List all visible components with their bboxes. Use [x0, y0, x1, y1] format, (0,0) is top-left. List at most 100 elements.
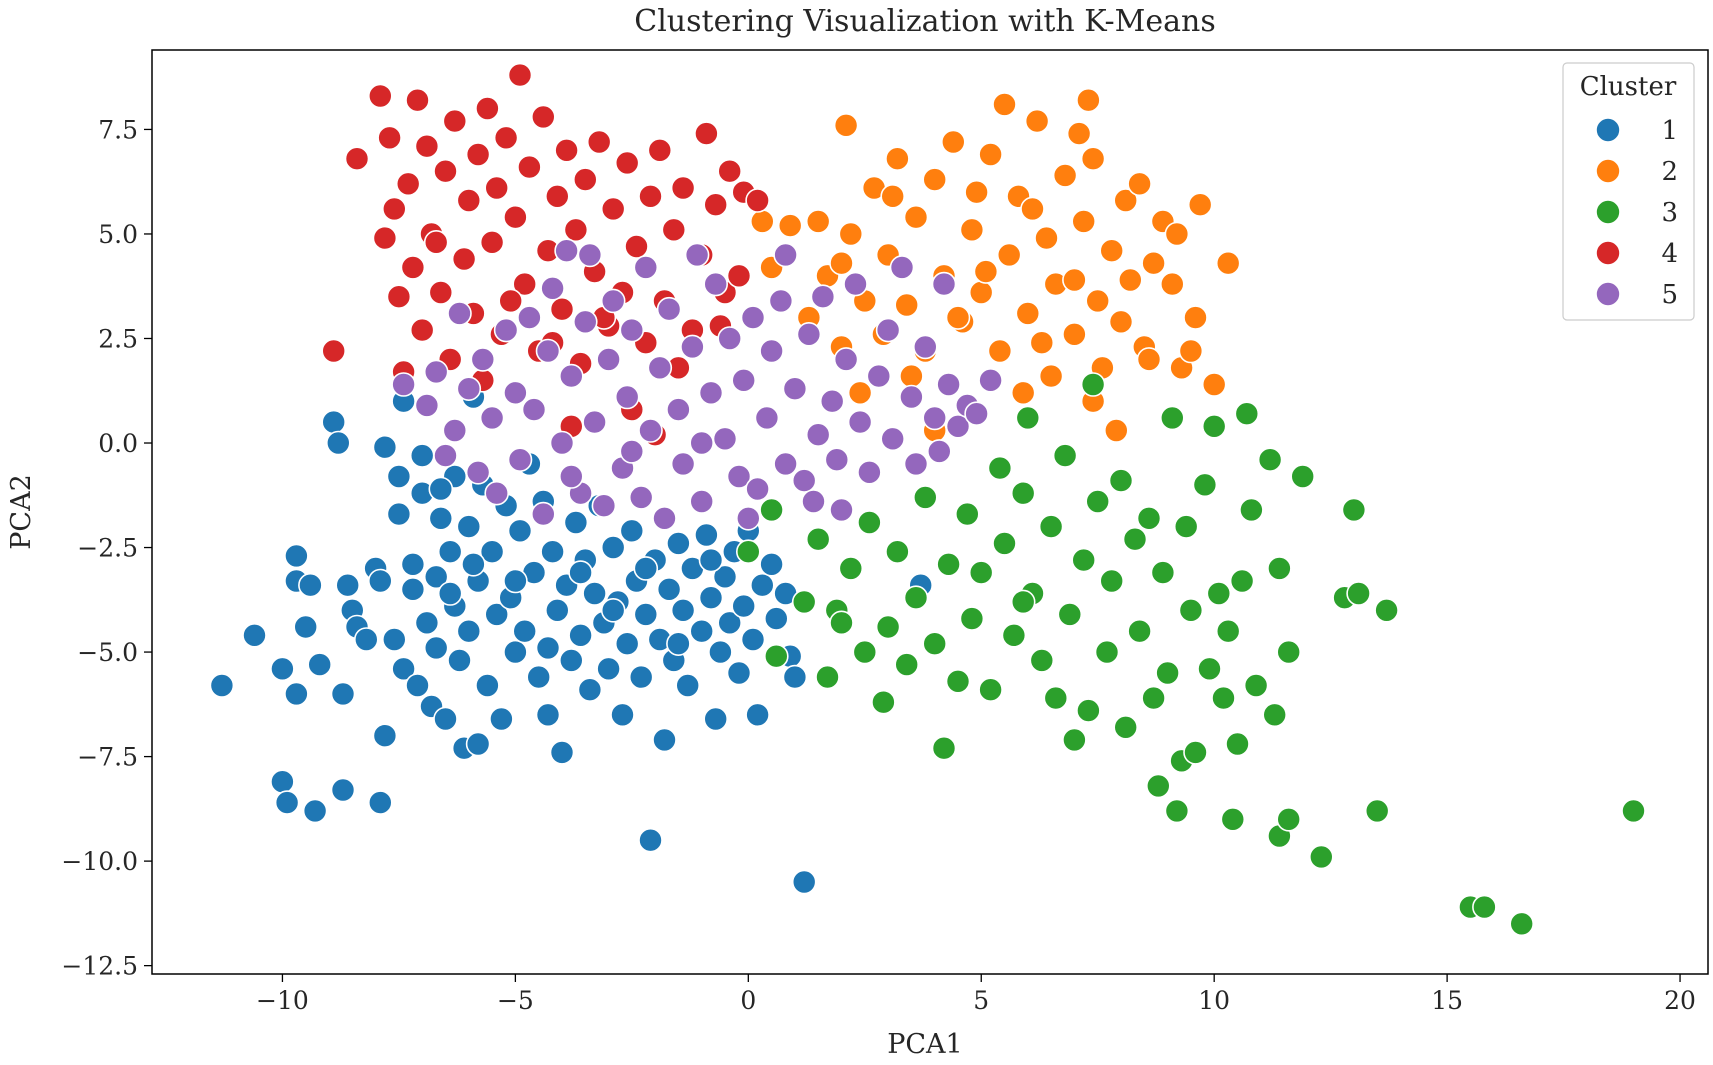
point-cluster-1-119: [461, 551, 486, 577]
y-tick-label: −12.5: [61, 952, 138, 981]
point-cluster-5-14: [517, 305, 542, 330]
point-cluster-3-57: [1192, 472, 1218, 498]
point-cluster-2-49: [1141, 250, 1166, 276]
point-cluster-3-19: [945, 668, 971, 694]
point-cluster-2-24: [968, 280, 994, 305]
point-cluster-1-11: [307, 652, 333, 677]
point-cluster-5-38: [666, 397, 691, 422]
point-cluster-5-24: [577, 242, 603, 268]
legend-marker-1: [1595, 117, 1621, 143]
point-cluster-5-11: [493, 317, 519, 343]
point-cluster-2-9: [847, 380, 873, 406]
point-cluster-4-21: [465, 142, 491, 167]
point-cluster-2-16: [903, 204, 929, 230]
point-cluster-1-79: [600, 535, 626, 560]
point-cluster-2-32: [1034, 225, 1059, 251]
point-cluster-1-98: [694, 522, 719, 548]
point-cluster-5-62: [824, 447, 850, 473]
point-cluster-2-62: [880, 184, 906, 209]
point-cluster-1-81: [610, 702, 635, 728]
point-cluster-1-40: [433, 706, 458, 732]
point-cluster-1-111: [759, 551, 784, 577]
point-cluster-1-3: [270, 769, 295, 795]
point-cluster-4-50: [647, 138, 673, 163]
point-cluster-2-25: [978, 142, 1003, 167]
point-cluster-1-106: [731, 593, 757, 619]
point-cluster-3-80: [1364, 798, 1390, 824]
point-cluster-3-54: [1173, 514, 1199, 539]
point-cluster-1-110: [749, 572, 775, 598]
point-cluster-5-34: [638, 418, 663, 443]
point-cluster-1-66: [540, 539, 565, 565]
point-cluster-4-18: [451, 246, 477, 272]
point-cluster-3-63: [1220, 806, 1246, 832]
point-cluster-3-47: [1141, 685, 1166, 711]
point-cluster-2-51: [1160, 271, 1185, 297]
point-cluster-5-5: [447, 301, 472, 326]
point-cluster-5-27: [596, 347, 621, 372]
point-cluster-3-12: [885, 539, 910, 565]
point-cluster-3-55: [1178, 597, 1204, 623]
point-cluster-5-1: [414, 393, 440, 418]
point-cluster-1-12: [321, 409, 347, 435]
point-cluster-2-45: [1113, 188, 1138, 213]
series-2: [749, 87, 1241, 443]
point-cluster-2-47: [1127, 171, 1152, 197]
point-cluster-1-112: [763, 606, 789, 631]
point-cluster-5-8: [470, 347, 496, 372]
point-cluster-4-47: [624, 234, 649, 259]
point-cluster-4-62: [745, 188, 770, 213]
y-tick-label: −10.0: [61, 847, 138, 876]
point-cluster-5-59: [805, 422, 831, 448]
point-cluster-3-67: [1239, 497, 1264, 523]
point-cluster-5-84: [619, 439, 645, 464]
point-cluster-5-10: [484, 480, 510, 506]
point-cluster-4-5: [381, 196, 407, 222]
point-cluster-3-9: [857, 510, 882, 535]
point-cluster-1-115: [782, 664, 808, 690]
point-cluster-3-25: [992, 531, 1017, 556]
point-cluster-5-75: [926, 439, 952, 464]
point-cluster-2-33: [1038, 363, 1064, 389]
point-cluster-3-17: [931, 735, 957, 761]
point-cluster-2-14: [885, 146, 910, 171]
point-cluster-4-14: [428, 280, 454, 305]
point-cluster-5-73: [912, 334, 938, 360]
point-cluster-5-87: [801, 489, 826, 514]
point-cluster-3-15: [912, 485, 938, 510]
point-cluster-1-30: [400, 576, 426, 602]
y-tick-label: 2.5: [98, 324, 138, 353]
point-cluster-1-126: [698, 547, 724, 573]
point-cluster-3-4: [805, 526, 831, 552]
point-cluster-5-58: [796, 321, 822, 347]
point-cluster-3-41: [1099, 568, 1124, 594]
point-cluster-2-8: [838, 221, 864, 247]
point-cluster-5-49: [740, 305, 766, 330]
point-cluster-4-27: [493, 125, 519, 151]
point-cluster-3-59: [1201, 413, 1227, 439]
point-cluster-3-46: [1136, 505, 1162, 531]
point-cluster-3-18: [936, 551, 961, 577]
point-cluster-1-74: [577, 677, 603, 703]
point-cluster-4-37: [554, 138, 579, 163]
point-cluster-2-35: [1052, 163, 1078, 188]
point-cluster-2-30: [1015, 301, 1041, 326]
point-cluster-4-15: [433, 158, 458, 184]
x-tick-label: −5: [497, 986, 534, 1015]
point-cluster-3-65: [1229, 568, 1255, 594]
y-tick-label: 7.5: [98, 115, 138, 144]
point-cluster-3-74: [1276, 806, 1301, 832]
legend-label-1: 1: [1661, 116, 1678, 146]
point-cluster-1-49: [465, 731, 491, 757]
y-tick-label: 0.0: [98, 429, 138, 458]
point-cluster-1-102: [712, 564, 738, 590]
point-cluster-5-33: [633, 255, 659, 280]
point-cluster-5-35: [647, 355, 673, 381]
series-3: [735, 372, 1646, 937]
point-cluster-3-44: [1122, 526, 1148, 552]
y-tick-label: 5.0: [98, 220, 138, 249]
point-cluster-2-23: [959, 217, 985, 243]
point-cluster-2-58: [1215, 250, 1241, 276]
point-cluster-5-41: [684, 242, 710, 268]
